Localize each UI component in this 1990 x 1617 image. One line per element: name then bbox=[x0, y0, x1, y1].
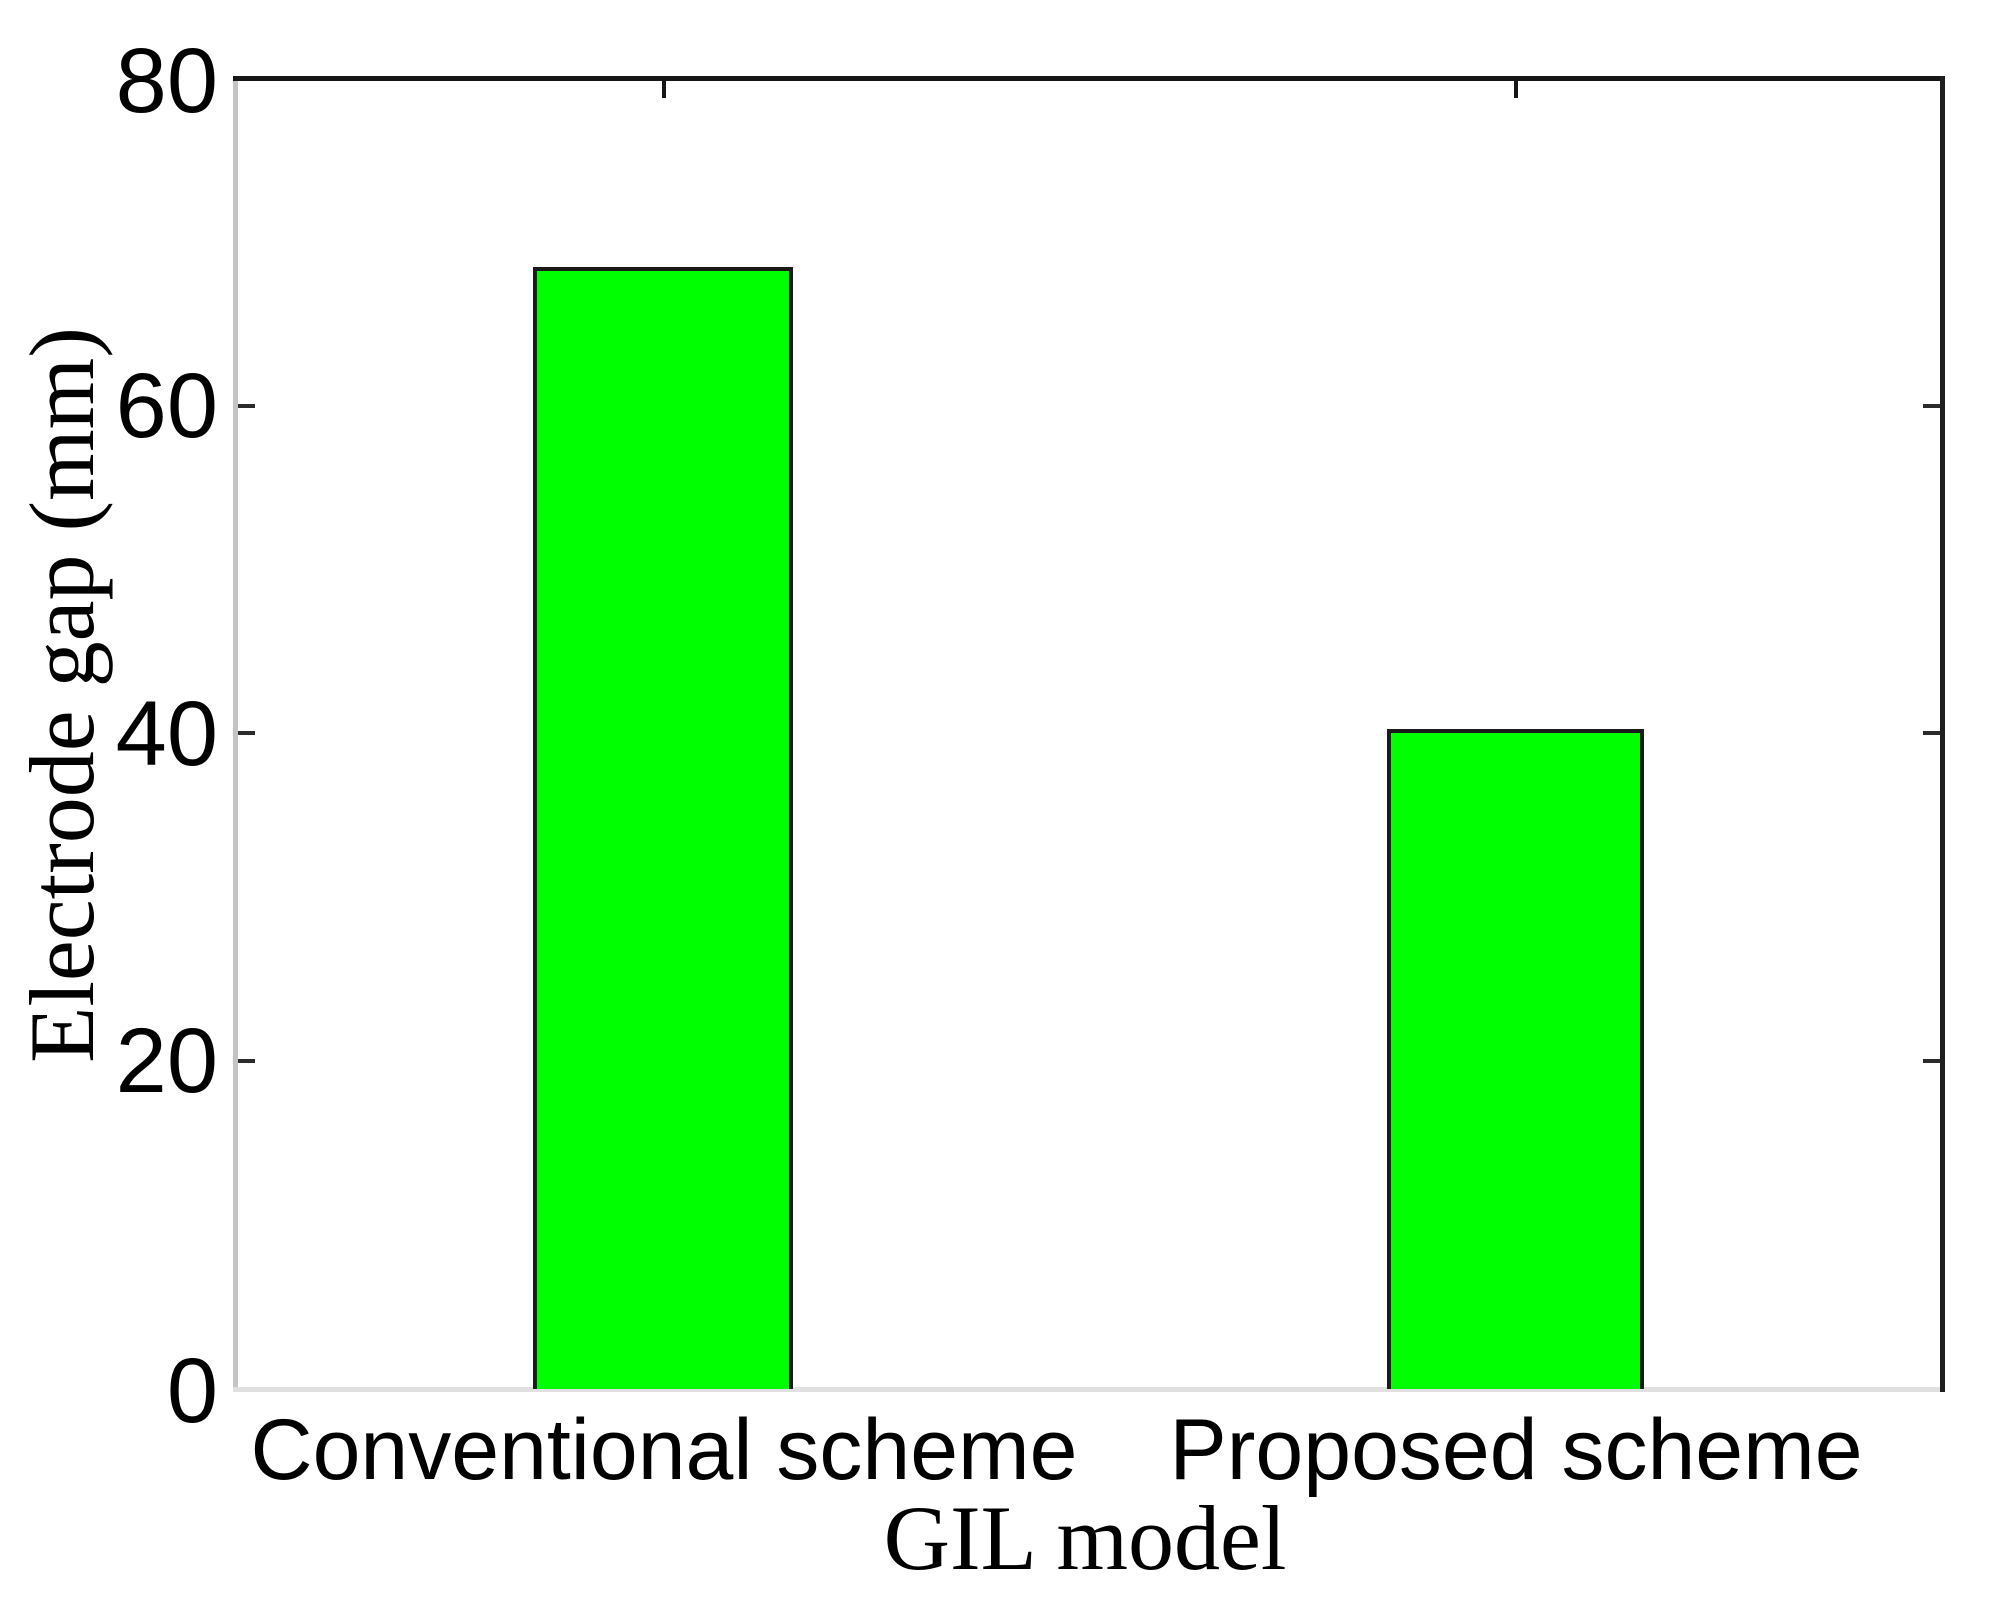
plot-border-top bbox=[233, 76, 1945, 81]
y-tick-label-20: 20 bbox=[115, 1010, 218, 1112]
y-tick-label-0: 0 bbox=[166, 1340, 218, 1442]
y-tick-mark-40-right bbox=[1923, 731, 1940, 735]
y-axis-line bbox=[233, 76, 238, 1392]
y-tick-mark-40-left bbox=[238, 731, 255, 735]
x-tick-mark-category-1-top bbox=[662, 81, 666, 98]
x-category-label-conventional: Conventional scheme bbox=[250, 1402, 1078, 1498]
y-tick-label-60: 60 bbox=[115, 355, 218, 457]
bar-conventional-scheme bbox=[533, 266, 793, 1389]
bar-proposed-scheme bbox=[1387, 728, 1644, 1389]
y-tick-mark-60-left bbox=[238, 404, 255, 408]
y-axis-title: Electrode gap (mm) bbox=[11, 327, 113, 1063]
x-axis-title: GIL model bbox=[883, 1487, 1287, 1589]
x-category-label-proposed: Proposed scheme bbox=[1169, 1402, 1863, 1498]
x-axis-line bbox=[233, 1387, 1945, 1392]
y-tick-mark-20-right bbox=[1923, 1059, 1940, 1063]
y-tick-mark-20-left bbox=[238, 1059, 255, 1063]
y-tick-label-40: 40 bbox=[115, 683, 218, 785]
plot-border-right bbox=[1940, 76, 1945, 1392]
y-tick-mark-60-right bbox=[1923, 404, 1940, 408]
y-tick-label-80: 80 bbox=[115, 30, 218, 132]
x-tick-mark-category-2-top bbox=[1514, 81, 1518, 98]
